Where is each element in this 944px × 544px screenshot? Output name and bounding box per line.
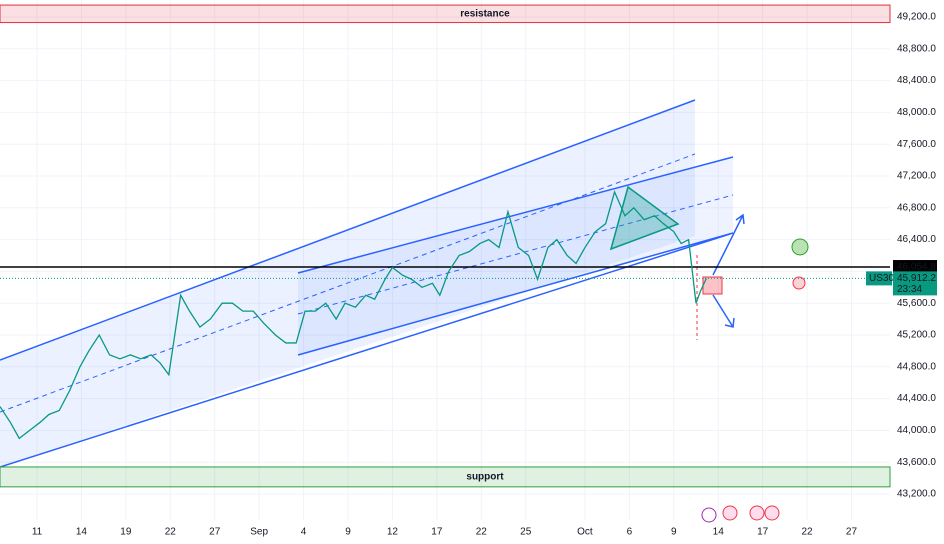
icon [749, 505, 765, 521]
y-tick-label: 46,800.0 [897, 202, 936, 213]
stop-circle [792, 276, 806, 290]
channel-line [297, 232, 734, 356]
channel-mid [0, 153, 696, 413]
x-tick-label: 9 [345, 527, 351, 538]
icon [701, 507, 717, 523]
channel-line [0, 233, 731, 468]
zone [0, 4, 891, 24]
y-tick-label: 48,800.0 [897, 43, 936, 54]
target-circle [791, 238, 809, 256]
y-tick-label: 46,400.0 [897, 234, 936, 245]
y-tick-label: 48,000.0 [897, 107, 936, 118]
icon [722, 505, 738, 521]
y-tick-label: 49,200.0 [897, 12, 936, 23]
icon [764, 505, 780, 521]
price-series [0, 189, 707, 440]
price-line-label: 46,054.8 [897, 262, 936, 273]
x-tick-label: 22 [802, 527, 814, 538]
y-tick-label: 47,200.0 [897, 171, 936, 182]
y-tick-label: 43,600.0 [897, 457, 936, 468]
channel-mid [297, 194, 734, 315]
x-tick-label: 4 [301, 527, 307, 538]
triangle [609, 185, 680, 251]
channel-line [297, 156, 734, 274]
x-tick-label: 14 [76, 527, 88, 538]
last-price-label: 45,912.2 [897, 273, 936, 284]
y-tick-label: 48,400.0 [897, 75, 936, 86]
y-tick-label: 44,400.0 [897, 393, 936, 404]
x-tick-label: 9 [671, 527, 677, 538]
symbol-tag [866, 271, 892, 286]
y-tick-label: 44,000.0 [897, 425, 936, 436]
zone-label: support [466, 472, 504, 483]
y-tick-label: 43,200.0 [897, 489, 936, 500]
zone [0, 466, 891, 488]
y-tick-label: 45,200.0 [897, 330, 936, 341]
countdown-label: 23:34 [897, 284, 922, 295]
event-icons [701, 505, 780, 523]
x-tick-label: 11 [32, 527, 43, 538]
price-line-tag [893, 260, 937, 275]
x-tick-label: 17 [431, 527, 443, 538]
arrow [712, 213, 745, 328]
symbol-label: US30 [869, 273, 894, 284]
x-tick-label: 14 [713, 527, 725, 538]
x-tick-label: 25 [520, 527, 532, 538]
drawings [0, 99, 809, 523]
x-tick-label: 22 [165, 527, 177, 538]
zone-label: resistance [460, 8, 510, 19]
x-tick-label: Oct [577, 527, 593, 538]
x-tick-label: Sep [250, 527, 268, 538]
channel-line [0, 99, 696, 361]
x-tick-label: 22 [476, 527, 488, 538]
last-price-tag [893, 271, 937, 296]
x-tick-label: 17 [757, 527, 769, 538]
y-tick-label: 47,600.0 [897, 139, 936, 150]
x-tick-label: 6 [627, 527, 633, 538]
y-tick-label: 44,800.0 [897, 361, 936, 372]
x-tick-label: 27 [209, 527, 221, 538]
y-tick-label: 45,600.0 [897, 298, 936, 309]
x-tick-label: 27 [846, 527, 858, 538]
channel-fill [298, 157, 733, 355]
x-tick-label: 19 [120, 527, 132, 538]
x-tick-label: 12 [387, 527, 399, 538]
